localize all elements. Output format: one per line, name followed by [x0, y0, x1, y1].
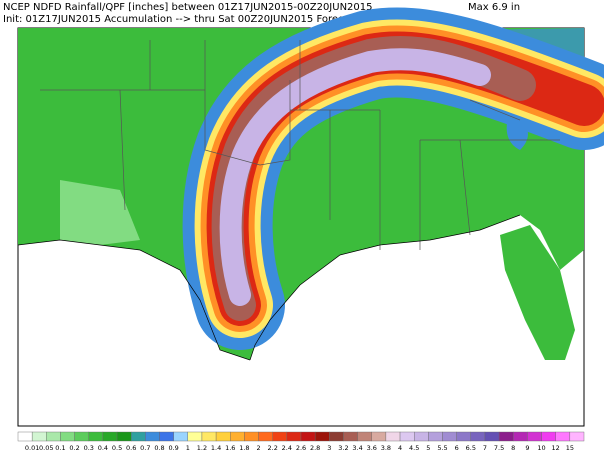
colorbar-box	[258, 431, 273, 442]
colorbar-label: 2	[256, 444, 260, 452]
colorbar-box	[470, 431, 486, 442]
colorbar-box	[31, 431, 47, 442]
colorbar-label: 10	[537, 444, 545, 452]
colorbar-box	[385, 431, 401, 442]
colorbar-box	[541, 431, 556, 442]
colorbar-box	[357, 431, 372, 442]
colorbar-box	[314, 431, 330, 442]
colorbar-label: 0.4	[98, 444, 108, 452]
colorbar-label: 5.5	[437, 444, 447, 452]
colorbar-label: 0.3	[84, 444, 94, 452]
colorbar-label: 3.2	[338, 444, 348, 452]
colorbar-box	[244, 431, 259, 442]
colorbar-label: 0.01	[25, 444, 39, 452]
land-rain	[18, 28, 584, 360]
colorbar-box	[555, 431, 571, 442]
colorbar-box	[371, 431, 387, 442]
colorbar-label: 4	[398, 444, 402, 452]
colorbar-box	[300, 431, 316, 442]
colorbar-label: 0.8	[154, 444, 164, 452]
header-line-1: NCEP NDFD Rainfall/QPF [inches] between …	[3, 2, 373, 13]
colorbar-label: 6	[455, 444, 459, 452]
colorbar: 0.01 0.05 0.1 0.2 0.3 0.4 0.5 0.6 0.7 0.8 0.9 1 1.2 1…	[17, 431, 585, 452]
rain-band	[182, 7, 604, 350]
colorbar-box	[414, 431, 429, 442]
colorbar-label: 0.6	[126, 444, 136, 452]
colorbar-box	[201, 431, 217, 442]
colorbar-label: 7	[483, 444, 487, 452]
colorbar-box	[329, 431, 344, 442]
colorbar-label: 0.2	[69, 444, 79, 452]
colorbar-box	[286, 431, 302, 442]
colorbar-label: 3	[327, 444, 331, 452]
colorbar-label: 1.4	[211, 444, 221, 452]
colorbar-box	[527, 431, 542, 442]
colorbar-box	[46, 431, 61, 442]
map	[17, 7, 604, 427]
colorbar-box	[442, 431, 457, 442]
colorbar-label: 1.6	[225, 444, 235, 452]
colorbar-label: 4.5	[409, 444, 419, 452]
colorbar-box	[498, 431, 514, 442]
colorbar-box	[428, 431, 443, 442]
colorbar-label: 3.4	[352, 444, 362, 452]
header-line-2: Init: 01Z17JUN2015 Accumulation --> thru…	[3, 14, 432, 25]
colorbar-box	[399, 431, 415, 442]
colorbar-label: 0.9	[168, 444, 178, 452]
colorbar-label: 1.8	[239, 444, 249, 452]
colorbar-box	[272, 431, 288, 442]
colorbar-box	[173, 431, 188, 442]
colorbar-label: 0.5	[112, 444, 122, 452]
colorbar-box	[513, 431, 528, 442]
colorbar-box	[187, 431, 203, 442]
colorbar-label: 15	[566, 444, 574, 452]
light-rain	[60, 180, 140, 245]
colorbar-box	[456, 431, 471, 442]
colorbar-label: 1	[186, 444, 190, 452]
colorbar-label: 0.1	[55, 444, 65, 452]
colorbar-label: 2.4	[282, 444, 292, 452]
colorbar-box	[343, 431, 358, 442]
colorbar-box	[215, 431, 231, 442]
colorbar-box	[484, 431, 500, 442]
colorbar-label: 0.7	[140, 444, 150, 452]
colorbar-box	[159, 431, 174, 442]
colorbar-label: 7.5	[494, 444, 504, 452]
max-value: Max 6.9 in	[468, 2, 520, 13]
colorbar-box	[230, 431, 245, 442]
boundaries	[17, 40, 560, 361]
colorbar-box	[145, 431, 160, 442]
colorbar-label: 9	[525, 444, 529, 452]
colorbar-box	[102, 431, 118, 442]
colorbar-box	[569, 431, 585, 442]
colorbar-label: 1.2	[197, 444, 207, 452]
florida	[500, 225, 575, 360]
colorbar-label: 3.8	[381, 444, 391, 452]
colorbar-box	[60, 431, 75, 442]
colorbar-box	[130, 431, 146, 442]
colorbar-label: 0.05	[39, 444, 53, 452]
colorbar-label: 3.6	[367, 444, 377, 452]
colorbar-label: 8	[511, 444, 515, 452]
colorbar-label: 5	[426, 444, 430, 452]
colorbar-label: 2.2	[268, 444, 278, 452]
colorbar-label: 6.5	[466, 444, 476, 452]
colorbar-label: 2.6	[296, 444, 306, 452]
colorbar-label: 12	[552, 444, 560, 452]
colorbar-box	[116, 431, 132, 442]
colorbar-box	[88, 431, 104, 442]
colorbar-label: 2.8	[310, 444, 320, 452]
colorbar-box	[74, 431, 89, 442]
colorbar-box	[17, 431, 33, 442]
